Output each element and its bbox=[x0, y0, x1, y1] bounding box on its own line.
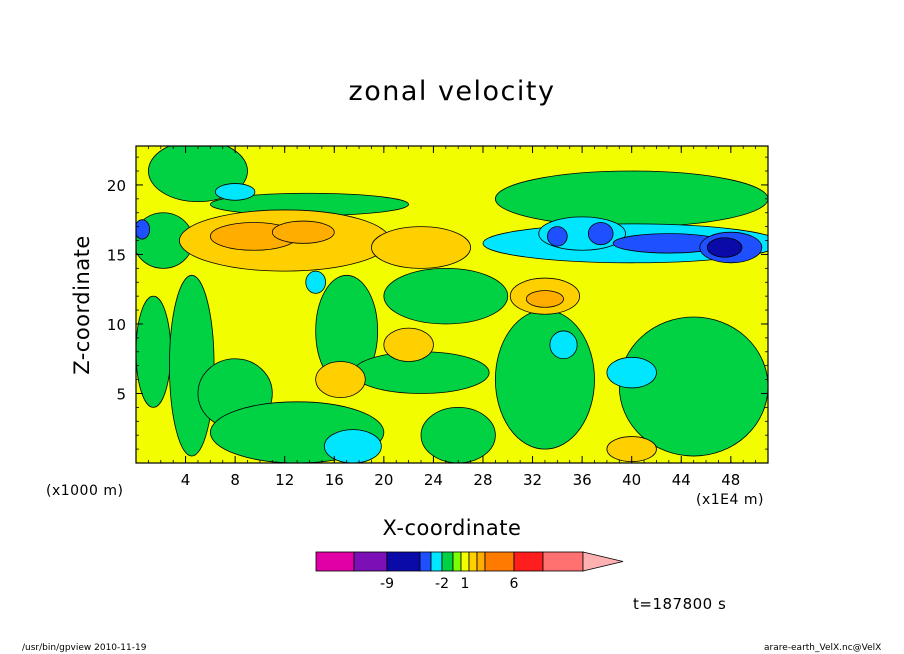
y-tick-label: 15 bbox=[107, 246, 126, 264]
x-tick-label: 8 bbox=[230, 471, 240, 489]
contour-region-cyan-25 bbox=[323, 429, 382, 463]
colorbar-box bbox=[513, 551, 544, 572]
x-tick-label: 36 bbox=[573, 471, 592, 489]
x-tick-label: 20 bbox=[374, 471, 393, 489]
contour-region-green-9 bbox=[494, 309, 595, 450]
x-axis-unit-right: (x1E4 m) bbox=[696, 492, 764, 508]
chart-title: zonal velocity bbox=[348, 76, 556, 107]
colorbar-label: 6 bbox=[510, 576, 519, 592]
x-tick-label: 40 bbox=[622, 471, 641, 489]
colorbar-label: -9 bbox=[380, 576, 394, 592]
contour-region-blue-light-34 bbox=[136, 219, 151, 240]
contour-region-orange-22 bbox=[525, 290, 564, 308]
plot-frame bbox=[135, 145, 769, 464]
colorbar-box bbox=[441, 551, 454, 572]
footer-right: arare-earth_VelX.nc@VelX bbox=[764, 643, 882, 653]
contour-region-cyan-24 bbox=[549, 330, 578, 360]
colorbar-box bbox=[476, 551, 486, 572]
y-tick-label: 5 bbox=[116, 385, 126, 403]
x-tick-label: 48 bbox=[721, 471, 740, 489]
contour-region-orange-light-15 bbox=[371, 226, 471, 269]
x-tick-label: 4 bbox=[181, 471, 191, 489]
contour-region-green-3 bbox=[169, 274, 215, 457]
colorbar-box bbox=[419, 551, 432, 572]
contour-region-blue-light-32 bbox=[587, 222, 614, 246]
colorbar-box bbox=[468, 551, 478, 572]
colorbar-box bbox=[484, 551, 515, 572]
contour-region-green-2 bbox=[136, 295, 172, 408]
colorbar-box bbox=[452, 551, 462, 572]
footer-left: /usr/bin/gpview 2010-11-19 bbox=[22, 643, 147, 653]
colorbar-arrow bbox=[582, 551, 624, 572]
contour-region-green-12 bbox=[383, 267, 509, 325]
y-tick-label: 20 bbox=[107, 177, 126, 195]
x-tick-label: 44 bbox=[672, 471, 691, 489]
x-tick-label: 32 bbox=[523, 471, 542, 489]
colorbar-label: 1 bbox=[461, 576, 470, 592]
colorbar-label: -2 bbox=[435, 576, 449, 592]
contour-region-blue-light-33 bbox=[547, 226, 568, 247]
contour-region-orange-light-18 bbox=[383, 327, 434, 362]
x-tick-label: 28 bbox=[473, 471, 492, 489]
x-tick-label: 24 bbox=[424, 471, 443, 489]
contour-region-orange-light-17 bbox=[315, 361, 366, 399]
contour-region-blue-35 bbox=[706, 237, 743, 258]
colorbar: -9 -2 1 6 bbox=[315, 551, 624, 592]
x-axis-unit-left: (x1000 m) bbox=[46, 483, 124, 499]
colorbar-box bbox=[430, 551, 443, 572]
colorbar-box bbox=[353, 551, 388, 572]
time-label: t=187800 s bbox=[633, 595, 727, 613]
x-axis-label: X-coordinate bbox=[382, 516, 522, 540]
colorbar-box bbox=[460, 551, 470, 572]
y-tick-label: 10 bbox=[107, 316, 126, 334]
contour-region-cyan-26 bbox=[214, 183, 256, 201]
x-tick-label: 12 bbox=[275, 471, 294, 489]
contour-region-green-8 bbox=[420, 406, 496, 463]
contour-region-green-11 bbox=[495, 170, 768, 228]
contour-region-orange-21 bbox=[271, 220, 335, 244]
plot-area bbox=[136, 146, 768, 463]
y-axis-label: Z-coordinate bbox=[70, 235, 94, 375]
x-tick-label: 16 bbox=[325, 471, 344, 489]
contour-region-cyan-23 bbox=[606, 356, 657, 389]
colorbar-box bbox=[542, 551, 584, 572]
colorbar-box bbox=[386, 551, 421, 572]
contour-region-cyan-27 bbox=[305, 270, 327, 294]
colorbar-box bbox=[315, 551, 355, 572]
